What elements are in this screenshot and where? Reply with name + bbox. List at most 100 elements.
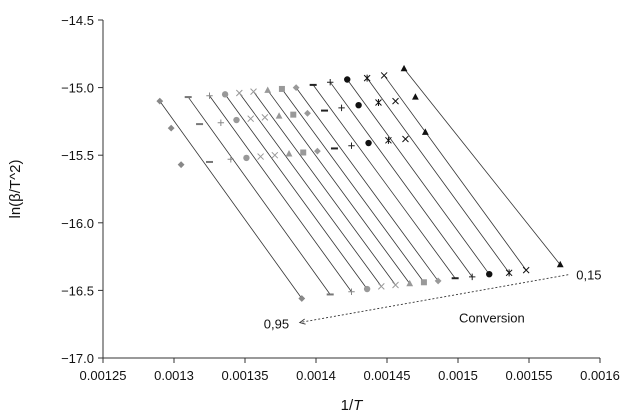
data-point	[227, 156, 234, 163]
conversion-label: Conversion	[459, 311, 525, 326]
data-point	[421, 128, 429, 135]
data-point	[363, 285, 371, 293]
x-tick-label: 0.00145	[364, 368, 411, 383]
data-point	[290, 111, 297, 118]
conversion-series	[206, 92, 355, 295]
data-point	[355, 101, 362, 109]
fit-line	[346, 79, 490, 275]
fit-line	[329, 81, 473, 278]
x-tick-label: 0.0016	[580, 368, 620, 383]
fit-line	[224, 94, 368, 290]
data-point	[338, 104, 345, 112]
data-point	[314, 147, 321, 155]
data-point	[243, 154, 250, 162]
x-tick-label: 0.00135	[222, 368, 269, 383]
data-point	[206, 92, 213, 99]
data-point	[434, 277, 442, 285]
data-point	[217, 119, 225, 126]
data-point	[420, 279, 427, 286]
data-point	[348, 288, 355, 295]
data-point	[400, 64, 408, 72]
conversion-series	[400, 64, 564, 268]
x-tick-label: 0.0015	[438, 368, 478, 383]
axes: 0.00125 0.0013 0.00135 0.0014 0.00145 0.0015 0…	[61, 13, 620, 383]
conversion-series	[309, 83, 459, 280]
fit-line	[238, 92, 382, 287]
data-point	[278, 85, 285, 92]
x-tick-label: 0.00155	[506, 368, 553, 383]
data-point	[363, 74, 371, 82]
data-point	[233, 116, 240, 124]
y-tick-label: −15.0	[61, 81, 94, 96]
data-point	[300, 149, 307, 156]
fit-line	[366, 77, 510, 274]
y-tick-label: −16.0	[61, 216, 94, 231]
conversion-series	[363, 74, 513, 277]
fit-line	[312, 84, 456, 279]
data-point	[412, 93, 419, 100]
fit-line	[295, 87, 439, 282]
data-point	[375, 98, 382, 106]
data-point	[235, 89, 243, 97]
data-point	[505, 269, 513, 277]
data-point	[380, 72, 388, 79]
data-point	[271, 151, 279, 159]
data-point	[261, 113, 269, 121]
data-point	[522, 266, 530, 274]
data-point	[167, 124, 175, 132]
data-point	[327, 78, 334, 86]
fit-line	[159, 100, 303, 299]
conversion-series	[264, 86, 414, 287]
data-point	[156, 97, 164, 105]
conversion-series	[250, 88, 399, 289]
y-axis-label: ln(β/T^2)	[7, 159, 24, 218]
data-point	[486, 270, 493, 278]
fit-line	[187, 96, 331, 295]
data-point	[304, 109, 311, 117]
data-point	[402, 135, 409, 143]
data-point	[275, 112, 283, 119]
data-point	[469, 273, 476, 281]
fit-line	[403, 68, 561, 265]
x-axis-ticks: 0.00125 0.0013 0.00135 0.0014 0.00145 0.0015 0…	[80, 358, 620, 383]
conversion-series	[156, 97, 306, 302]
data-point	[250, 88, 257, 96]
data-point	[556, 260, 564, 268]
conversion-series	[344, 76, 493, 278]
data-point	[264, 86, 272, 93]
conversion-series	[278, 85, 427, 286]
fit-line	[383, 75, 527, 271]
data-point	[392, 281, 399, 289]
conversion-series	[380, 72, 530, 274]
data-point	[221, 91, 229, 98]
data-point	[247, 115, 255, 123]
x-tick-label: 0.0013	[154, 368, 194, 383]
x-tick-label: 0.0014	[296, 368, 336, 383]
data-point	[177, 161, 185, 169]
y-axis-ticks: −14.5 −15.0 −15.5 −16.0 −16.5 −17.0	[61, 13, 103, 366]
data-point	[285, 150, 293, 157]
data-point	[344, 76, 351, 83]
fit-line	[281, 88, 425, 283]
y-tick-label: −17.0	[61, 351, 94, 366]
data-point	[392, 97, 399, 105]
data-point	[377, 282, 385, 290]
y-tick-label: −14.5	[61, 13, 94, 28]
data-point	[406, 279, 414, 287]
data-point	[385, 136, 392, 144]
label-0-15: 0,15	[576, 268, 601, 283]
data-point	[257, 153, 264, 160]
x-tick-label: 0.00125	[80, 368, 127, 383]
conversion-series	[292, 84, 442, 285]
data-point	[365, 139, 372, 147]
y-tick-label: −16.5	[61, 283, 94, 298]
fit-line	[267, 90, 411, 284]
conversion-arrowhead	[298, 318, 306, 325]
conversion-series	[235, 89, 385, 290]
y-tick-label: −15.5	[61, 148, 94, 163]
x-axis-label: 1/T	[341, 397, 365, 414]
conversion-annotation: 0,15 0,95 Conversion	[264, 268, 602, 332]
conversion-series	[327, 78, 476, 281]
conversion-series	[221, 91, 371, 293]
